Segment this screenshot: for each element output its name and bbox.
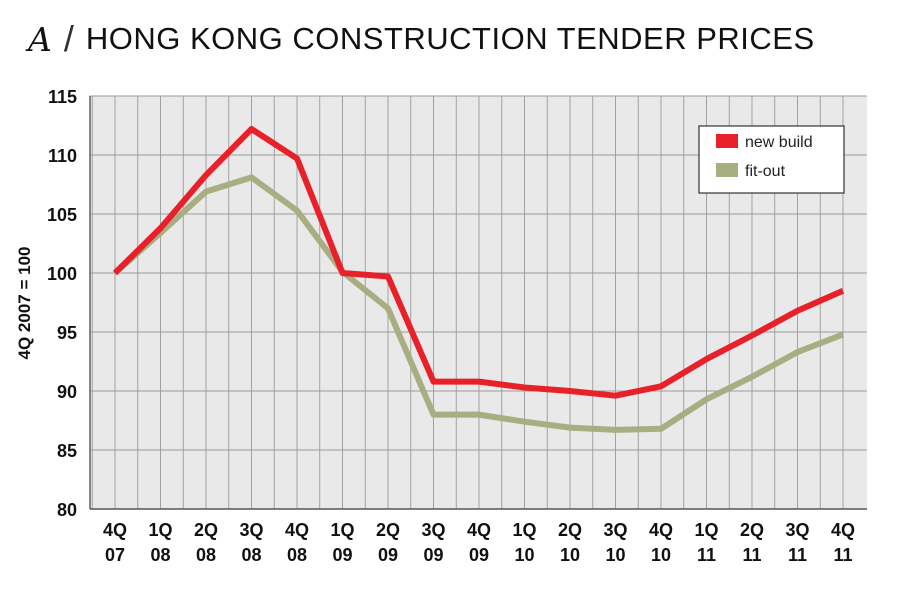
x-tick-label-year: 08 xyxy=(150,545,170,565)
y-tick-label: 115 xyxy=(48,87,77,107)
x-tick-label-year: 10 xyxy=(651,545,671,565)
x-tick-label-quarter: 4Q xyxy=(285,520,309,540)
x-tick-label-quarter: 3Q xyxy=(785,520,809,540)
x-tick-label-year: 09 xyxy=(332,545,352,565)
x-tick-label-quarter: 4Q xyxy=(467,520,491,540)
y-tick-label: 85 xyxy=(57,441,77,461)
x-tick-label-quarter: 4Q xyxy=(649,520,673,540)
y-tick-label: 80 xyxy=(57,500,77,520)
x-tick-label-year: 09 xyxy=(378,545,398,565)
x-tick-label-year: 08 xyxy=(196,545,216,565)
x-tick-label-year: 09 xyxy=(423,545,443,565)
x-tick-label-year: 11 xyxy=(833,545,852,565)
x-tick-label-year: 07 xyxy=(105,545,125,565)
x-tick-label-year: 10 xyxy=(560,545,580,565)
x-tick-label-quarter: 3Q xyxy=(421,520,445,540)
axes xyxy=(89,96,867,510)
x-tick-label-quarter: 1Q xyxy=(512,520,536,540)
legend: new build fit-out xyxy=(698,125,845,194)
y-axis-label: 4Q 2007 = 100 xyxy=(15,247,34,360)
x-tick-label-year: 10 xyxy=(605,545,625,565)
chart-letter: A xyxy=(28,19,52,59)
series-line-new-build xyxy=(112,126,845,399)
y-tick-label: 90 xyxy=(57,382,77,402)
y-tick-labels: 80 85 90 95 100 105 110 115 xyxy=(47,87,77,520)
y-tick-label: 110 xyxy=(48,146,77,166)
x-tick-label-year: 10 xyxy=(514,545,534,565)
x-tick-label-quarter: 2Q xyxy=(740,520,764,540)
x-tick-label-quarter: 3Q xyxy=(239,520,263,540)
gridlines xyxy=(90,95,867,510)
x-tick-label-quarter: 4Q xyxy=(103,520,127,540)
x-tick-label-quarter: 1Q xyxy=(694,520,718,540)
x-tick-label-quarter: 4Q xyxy=(831,520,855,540)
x-tick-label-quarter: 1Q xyxy=(148,520,172,540)
legend-label-fit-out: fit-out xyxy=(745,163,786,180)
x-tick-label-year: 09 xyxy=(469,545,489,565)
y-tick-label: 95 xyxy=(57,323,77,343)
series-line-fit-out xyxy=(113,174,845,433)
y-tick-label: 105 xyxy=(47,205,77,225)
legend-swatch-new-build xyxy=(716,134,738,148)
x-tick-label-year: 08 xyxy=(287,545,307,565)
y-tick-label: 100 xyxy=(47,264,77,284)
title-text: HONG KONG CONSTRUCTION TENDER PRICES xyxy=(85,21,815,56)
x-tick-label-quarter: 2Q xyxy=(194,520,218,540)
x-tick-label-quarter: 1Q xyxy=(330,520,354,540)
title-slash: / xyxy=(63,18,74,59)
x-tick-label-quarter: 2Q xyxy=(376,520,400,540)
x-tick-label-year: 08 xyxy=(241,545,261,565)
x-tick-label-year: 11 xyxy=(742,545,761,565)
x-tick-label-year: 11 xyxy=(697,545,716,565)
legend-swatch-fit-out xyxy=(716,163,738,177)
series-lines xyxy=(112,126,845,433)
x-tick-labels: 4Q 07 1Q 08 2Q 08 3Q 08 4Q 08 1Q 09 2Q 09 3Q 09 4Q 09 1Q 10… xyxy=(103,520,855,565)
x-tick-label-quarter: 3Q xyxy=(603,520,627,540)
x-tick-label-quarter: 2Q xyxy=(558,520,582,540)
legend-label-new-build: new build xyxy=(745,134,813,151)
chart-title: A / HONG KONG CONSTRUCTION TENDER PRICES xyxy=(22,14,815,64)
x-tick-label-year: 11 xyxy=(788,545,807,565)
